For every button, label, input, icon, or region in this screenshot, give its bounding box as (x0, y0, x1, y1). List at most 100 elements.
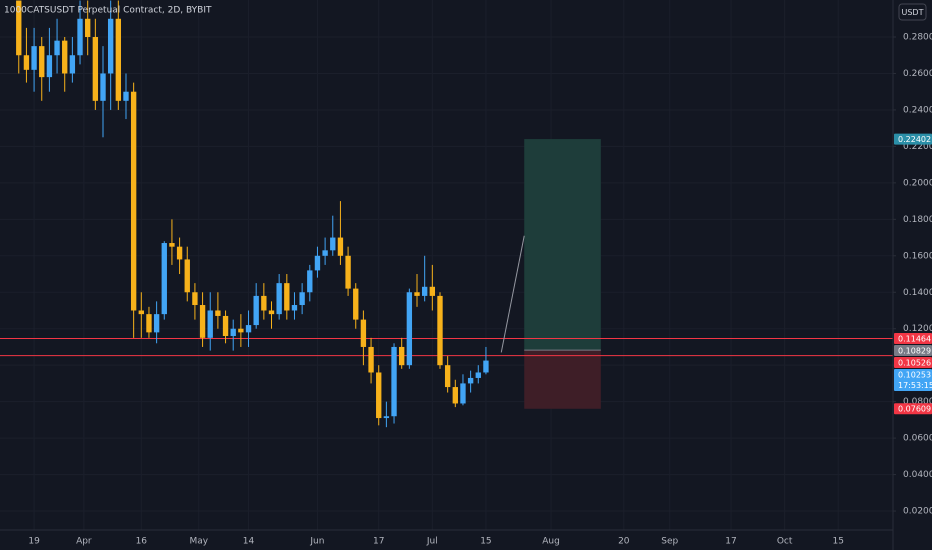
candle-body (444, 365, 451, 388)
candle-body (299, 292, 305, 306)
candle-body (460, 383, 466, 404)
candle-body (368, 346, 374, 373)
x-tick-label: 15 (480, 537, 491, 547)
candle-body (23, 55, 30, 70)
price-label-box (894, 403, 932, 415)
candle-body (376, 372, 382, 419)
candle-body (429, 286, 436, 296)
candle-body (85, 18, 91, 38)
x-tick-label: Sep (661, 537, 678, 547)
candle-body (77, 18, 83, 56)
candle-body (291, 305, 298, 311)
candle-body (437, 295, 443, 366)
candle-body (69, 55, 76, 74)
candle-body (169, 243, 175, 247)
candle-body (452, 387, 458, 404)
x-tick-label: 17 (725, 537, 736, 547)
candle-body (261, 295, 267, 311)
y-tick-label: 0.28000 (903, 33, 932, 43)
candle-body (184, 259, 190, 293)
currency-button[interactable] (898, 3, 927, 21)
candle-body (353, 288, 359, 320)
x-tick-label: 19 (28, 537, 40, 547)
candle-body (330, 237, 336, 251)
candle-body (161, 243, 167, 315)
axes: 0.020000.040000.060000.080000.100000.120… (28, 33, 932, 547)
candle-body (245, 325, 252, 333)
candle-body (253, 295, 259, 326)
candle-body (31, 46, 37, 70)
price-label-box (894, 368, 932, 391)
chart-title: 1000CATSUSDT Perpetual Contract, 2D, BYB… (4, 6, 212, 16)
candle-body (100, 73, 106, 101)
candle-body (238, 328, 244, 333)
candle-body (421, 286, 428, 296)
candle-body (414, 292, 420, 296)
candle-body (284, 283, 290, 311)
candle-body (391, 346, 397, 417)
candle-body (276, 283, 282, 315)
candle-body (222, 315, 229, 337)
candle-body (207, 310, 213, 338)
price-label: 0.22402 (898, 135, 931, 144)
x-tick-label: 15 (833, 537, 844, 547)
x-tick-label: Apr (76, 537, 92, 547)
candle-body (268, 310, 275, 315)
candle-body (138, 310, 144, 315)
price-label: 0.11464 (898, 334, 931, 343)
candle-body (467, 377, 474, 384)
price-label-box (894, 356, 932, 368)
candle-body (92, 37, 99, 101)
x-tick-label: May (189, 537, 208, 547)
candle-body (16, 0, 22, 56)
candle-body (130, 91, 137, 311)
candle-body (406, 292, 413, 366)
price-label: 0.10253 (898, 370, 931, 379)
candle-body (192, 292, 198, 306)
candle-body (123, 91, 129, 101)
x-tick-label: 20 (618, 537, 630, 547)
candle-body (176, 246, 183, 260)
candle-body (62, 40, 68, 74)
candle-body (107, 18, 114, 74)
x-tick-label: Aug (542, 537, 560, 547)
loss-zone (524, 350, 601, 409)
profit-zone (524, 139, 601, 351)
candle-body (115, 18, 122, 101)
price-label-box (894, 344, 932, 356)
x-tick-label: Oct (777, 537, 793, 547)
candle-body (383, 416, 390, 419)
x-tick-label: 16 (136, 537, 148, 547)
candle-body (54, 40, 60, 56)
candle-body (153, 314, 160, 333)
candle-body (345, 255, 351, 289)
price-label: 0.07609 (898, 405, 931, 414)
candle-body (230, 328, 236, 337)
price-label-box (894, 133, 932, 145)
price-label-box (894, 332, 932, 344)
candle-body (199, 305, 206, 338)
candle-body (360, 319, 367, 347)
projection-line (500, 235, 525, 353)
candle-body (314, 255, 321, 271)
countdown-label: 17:53:15 (898, 381, 932, 390)
candle-body (307, 270, 313, 293)
candle-body (399, 346, 405, 366)
plot (0, 0, 893, 428)
candle-body (483, 360, 489, 373)
price-label: 0.10526 (898, 358, 931, 367)
currency-label[interactable]: USDT (902, 8, 924, 17)
candle-body (39, 46, 45, 78)
